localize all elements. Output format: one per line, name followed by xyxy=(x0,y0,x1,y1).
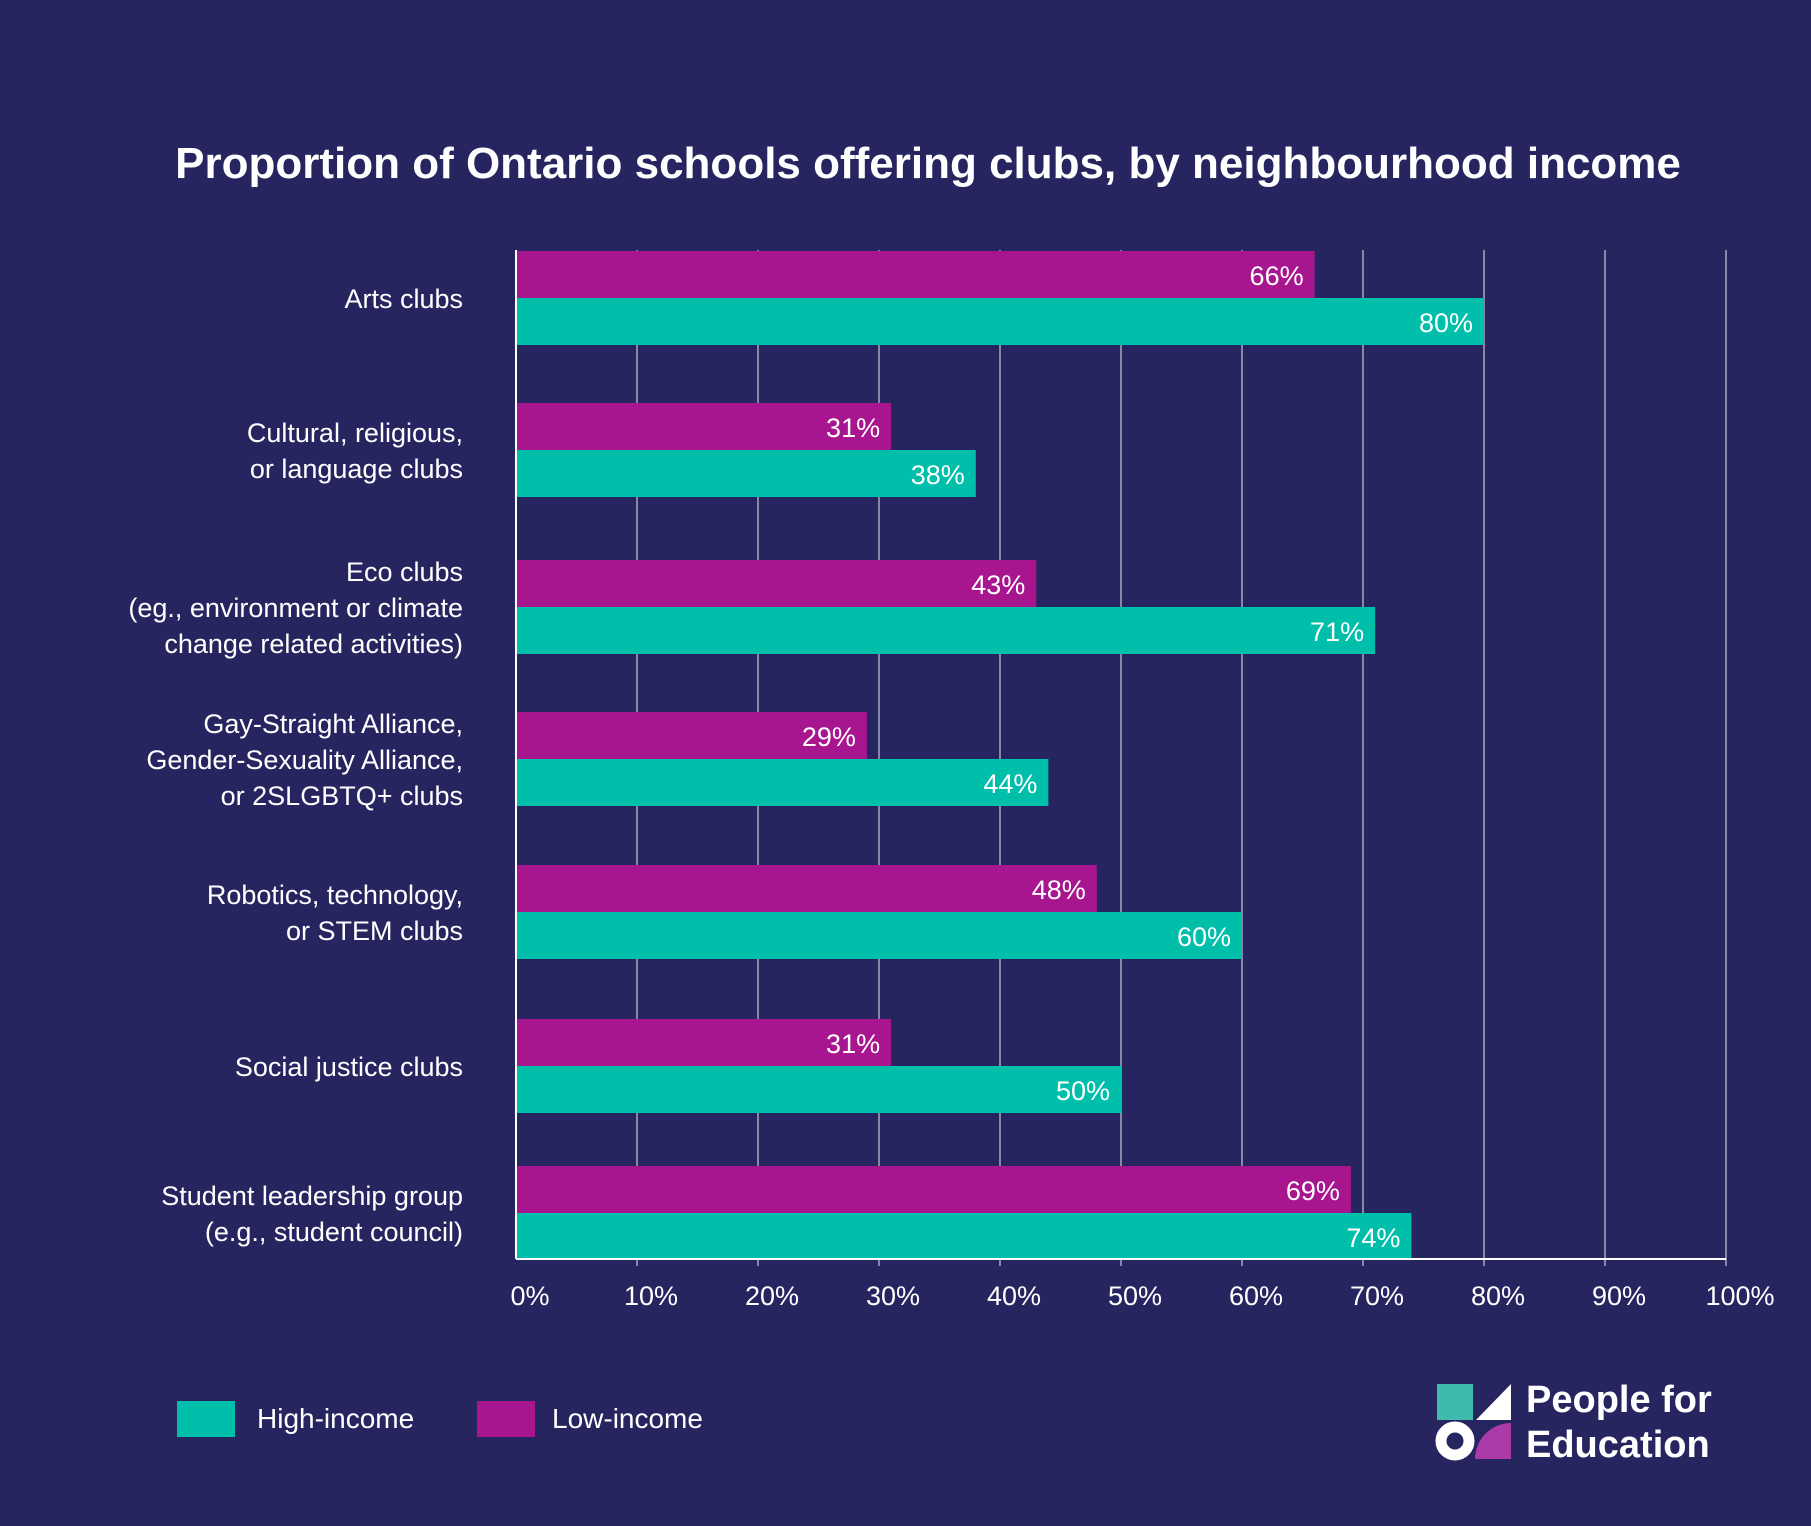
bar-low-income xyxy=(516,712,867,759)
bar-low-income xyxy=(516,865,1097,912)
data-label: 69% xyxy=(1286,1176,1340,1206)
category-label: or language clubs xyxy=(250,454,463,484)
x-tick-label: 60% xyxy=(1229,1281,1283,1311)
category-label: Arts clubs xyxy=(344,284,463,314)
data-label: 66% xyxy=(1250,261,1304,291)
x-tick-label: 20% xyxy=(745,1281,799,1311)
bar-high-income xyxy=(516,1213,1412,1260)
data-label: 44% xyxy=(983,769,1037,799)
category-label: or 2SLGBTQ+ clubs xyxy=(221,781,463,811)
bar-low-income xyxy=(516,560,1037,607)
legend-swatch-low-income xyxy=(477,1401,535,1437)
data-label: 29% xyxy=(802,722,856,752)
x-tick-label: 90% xyxy=(1592,1281,1646,1311)
category-label: or STEM clubs xyxy=(286,916,463,946)
bar-high-income xyxy=(516,759,1049,806)
x-tick-label: 50% xyxy=(1108,1281,1162,1311)
category-label: Gender-Sexuality Alliance, xyxy=(146,745,463,775)
x-tick-label: 40% xyxy=(987,1281,1041,1311)
data-label: 80% xyxy=(1419,308,1473,338)
data-label: 43% xyxy=(971,570,1025,600)
category-label: Eco clubs xyxy=(346,557,463,587)
bar-low-income xyxy=(516,1019,892,1066)
data-label: 48% xyxy=(1032,875,1086,905)
x-tick-label: 70% xyxy=(1350,1281,1404,1311)
legend-label-low-income: Low-income xyxy=(552,1403,703,1434)
x-tick-label: 100% xyxy=(1705,1281,1774,1311)
bar-high-income xyxy=(516,298,1484,345)
data-label: 31% xyxy=(826,413,880,443)
category-label: (eg., environment or climate xyxy=(128,593,463,623)
bar-low-income xyxy=(516,1166,1351,1213)
category-label: Gay-Straight Alliance, xyxy=(203,709,463,739)
data-label: 38% xyxy=(911,460,965,490)
category-label: Social justice clubs xyxy=(235,1052,463,1082)
logo-square-icon xyxy=(1437,1384,1473,1420)
category-labels: Arts clubs Cultural, religious, or languag… xyxy=(128,284,463,1247)
logo-text-line1: People for xyxy=(1526,1379,1712,1421)
category-label: Cultural, religious, xyxy=(247,418,463,448)
logo-triangle-icon xyxy=(1476,1384,1511,1420)
data-label: 71% xyxy=(1310,617,1364,647)
bars: 66% 80% 31% 38% 43% 71% 29% 44% 48% 60% 31% 50% 69%7… xyxy=(516,251,1484,1260)
category-label: Robotics, technology, xyxy=(207,880,463,910)
x-axis-ticks: 0% 10% 20% 30% 40% 50% 60% 70% 80% 90% 100% xyxy=(510,1281,1774,1311)
bar-high-income xyxy=(516,1066,1121,1113)
category-label: Student leadership group xyxy=(161,1181,463,1211)
bar-low-income xyxy=(516,251,1315,298)
data-label: 31% xyxy=(826,1029,880,1059)
chart-title: Proportion of Ontario schools offering c… xyxy=(175,139,1681,188)
logo-quarter-circle-icon xyxy=(1475,1423,1511,1459)
x-tick-label: 10% xyxy=(624,1281,678,1311)
bar-high-income xyxy=(516,607,1376,654)
data-label: 50% xyxy=(1056,1076,1110,1106)
x-tick-label: 30% xyxy=(866,1281,920,1311)
data-label: 60% xyxy=(1177,922,1231,952)
people-for-education-logo: People for Education xyxy=(1435,1379,1712,1466)
legend: High-income Low-income xyxy=(177,1401,703,1437)
bar-high-income xyxy=(516,450,976,497)
legend-label-high-income: High-income xyxy=(257,1403,414,1434)
category-label: change related activities) xyxy=(164,629,463,659)
bar-low-income xyxy=(516,403,892,450)
x-tick-label: 0% xyxy=(510,1281,549,1311)
data-label: 74% xyxy=(1346,1223,1400,1253)
bar-high-income xyxy=(516,912,1242,959)
legend-swatch-high-income xyxy=(177,1401,235,1437)
logo-text-line2: Education xyxy=(1526,1424,1710,1466)
logo-ring-icon xyxy=(1435,1421,1475,1461)
category-label: (e.g., student council) xyxy=(205,1217,463,1247)
x-tick-label: 80% xyxy=(1471,1281,1525,1311)
